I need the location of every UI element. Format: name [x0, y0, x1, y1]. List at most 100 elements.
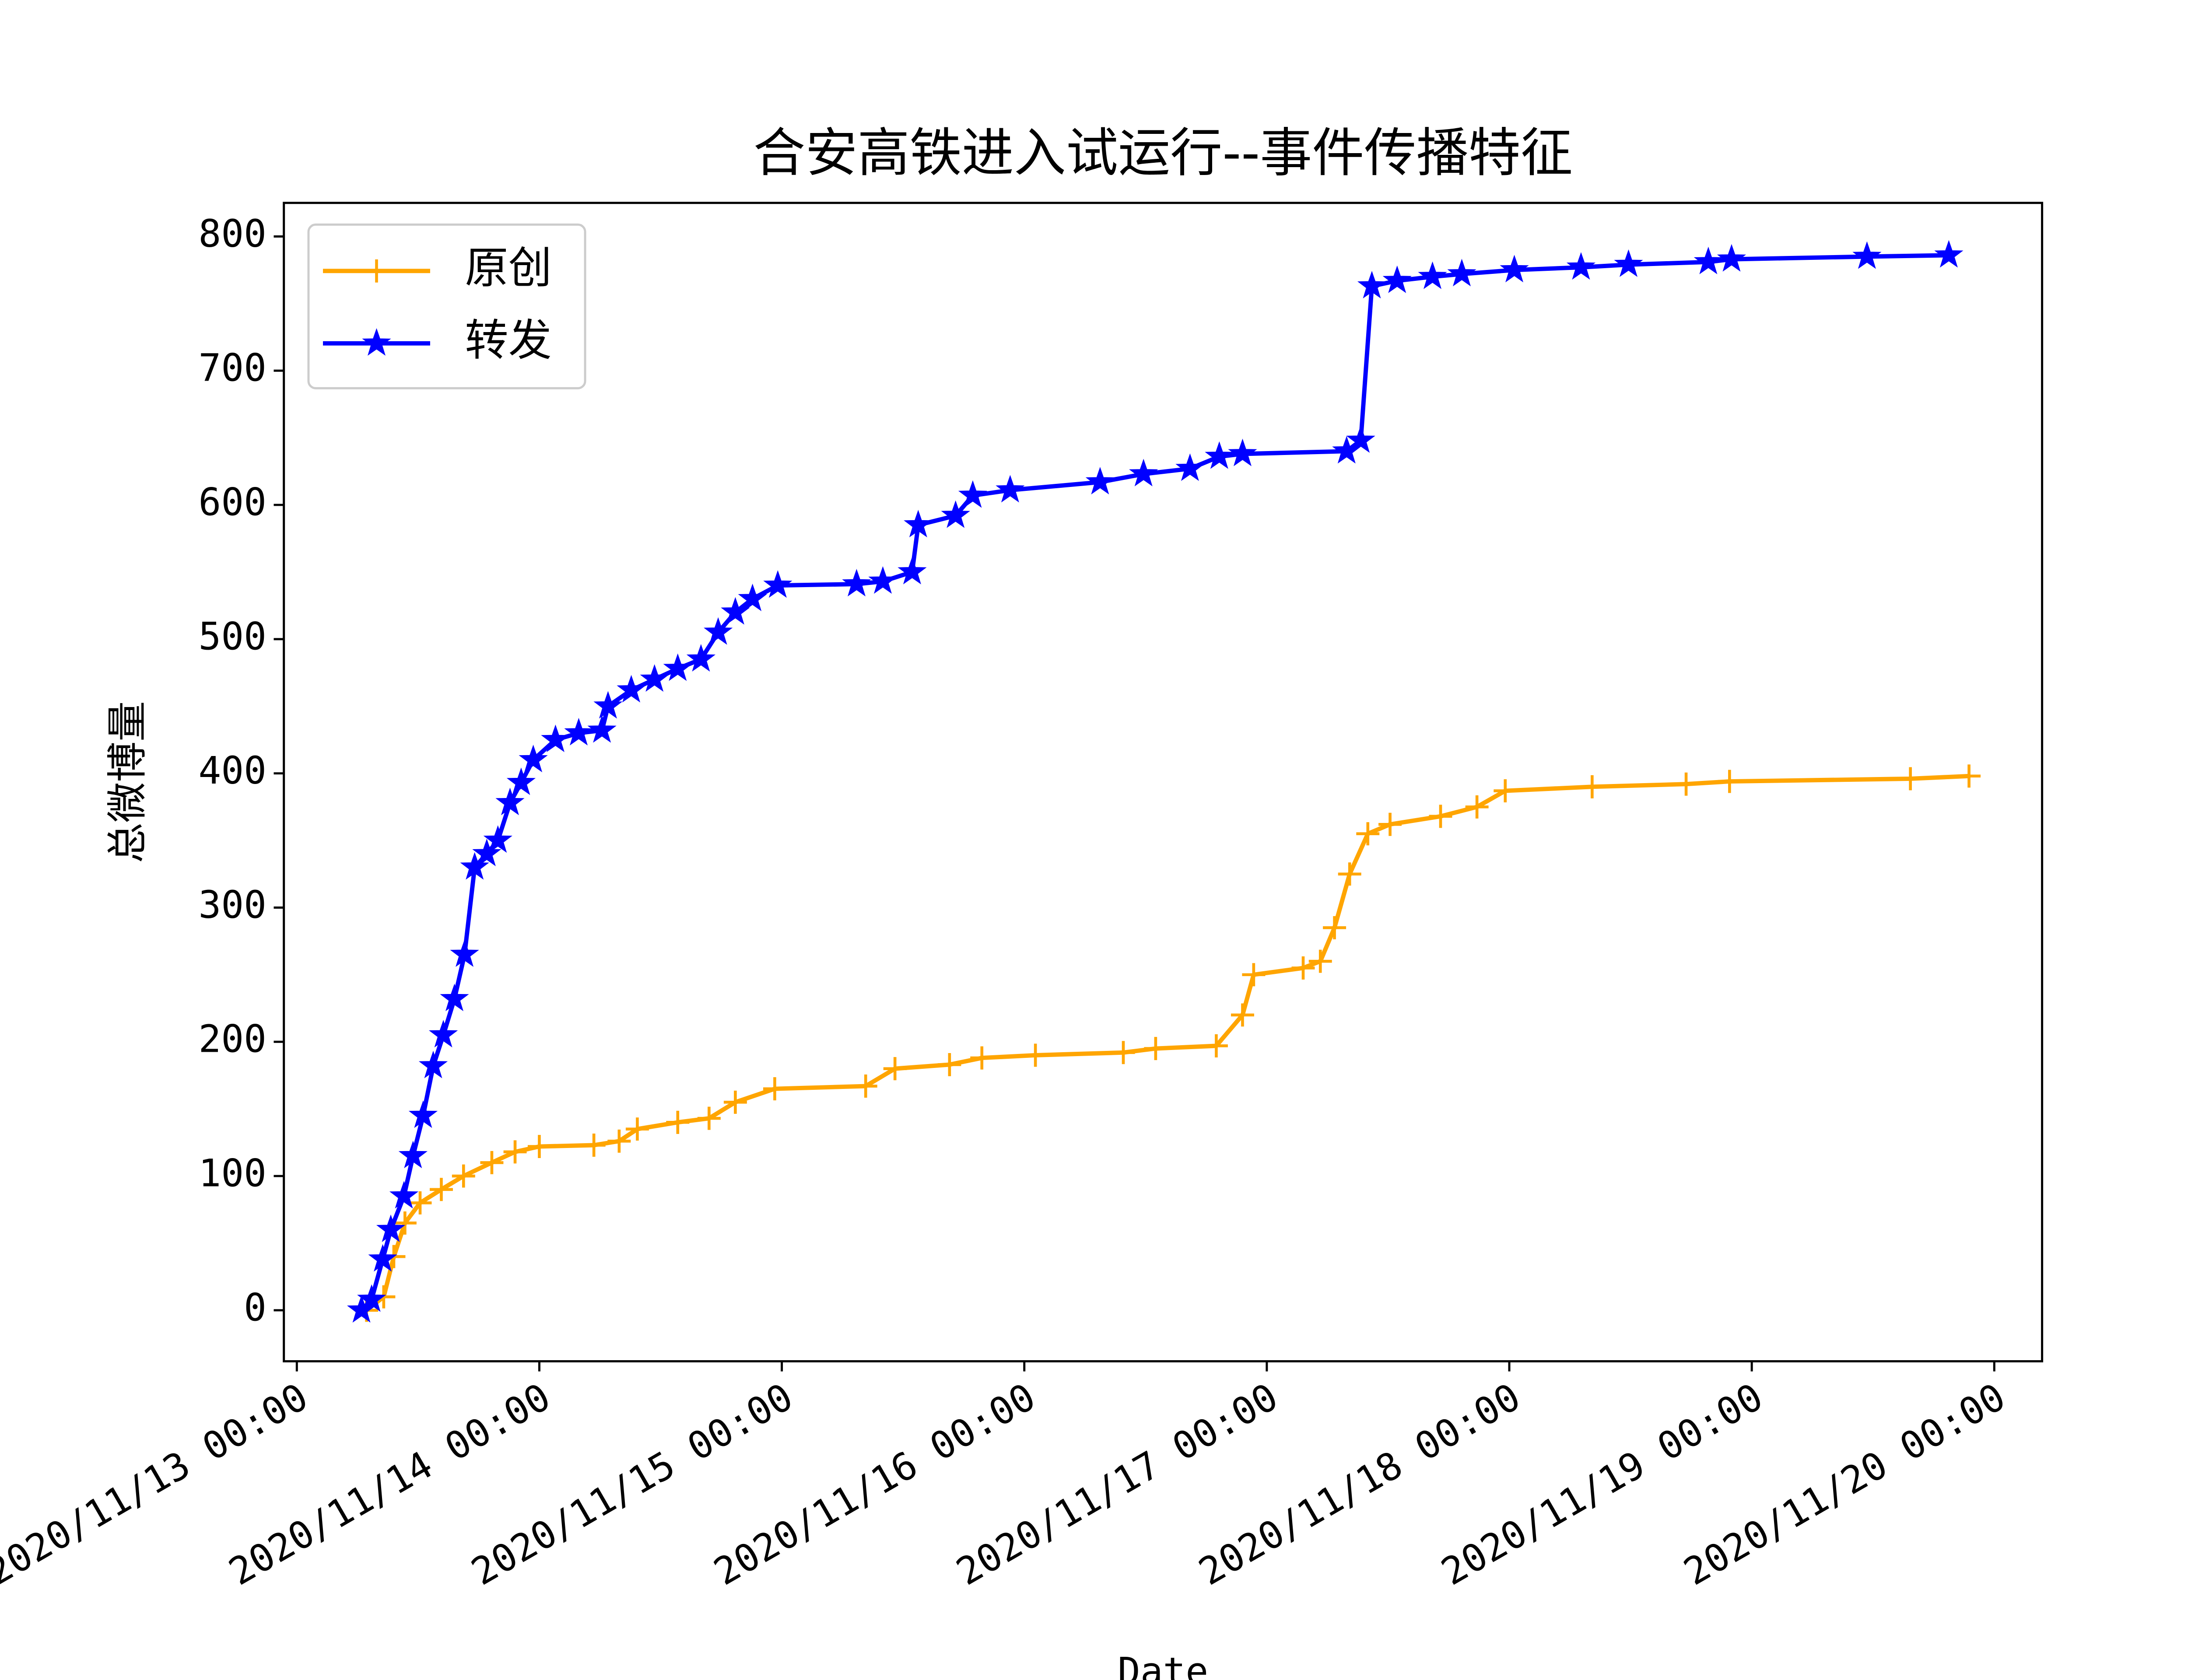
data-point: [663, 653, 692, 681]
y-tick-label: 400: [199, 749, 266, 793]
y-tick-label: 0: [244, 1286, 266, 1330]
data-point: [428, 1020, 458, 1048]
y-tick-label: 300: [199, 883, 266, 927]
data-point: [1129, 458, 1158, 486]
data-point: [582, 1134, 606, 1157]
data-point: [368, 1244, 397, 1272]
data-point: [1566, 252, 1596, 280]
data-point: [519, 745, 548, 773]
y-axis-label: 总微博量: [104, 701, 151, 863]
data-point: [1418, 261, 1447, 289]
data-point: [483, 825, 512, 853]
data-point: [763, 570, 792, 598]
data-point: [1291, 956, 1315, 980]
legend-label: 原创: [465, 243, 552, 294]
data-point: [460, 852, 489, 880]
data-point: [440, 984, 469, 1012]
data-point: [1085, 467, 1115, 495]
y-tick-label: 500: [199, 615, 266, 658]
data-point: [503, 1140, 527, 1164]
plot-frame: [283, 202, 2044, 1362]
data-point: [1228, 438, 1257, 466]
data-point: [898, 556, 927, 584]
data-point: [868, 566, 898, 594]
data-point: [1957, 764, 1981, 788]
data-point: [527, 1135, 551, 1158]
data-point: [408, 1100, 438, 1128]
data-point: [970, 1046, 994, 1070]
data-point: [1717, 244, 1746, 272]
data-point: [686, 644, 716, 672]
data-point: [1242, 963, 1266, 987]
chart-title: 合安高铁进入试运行--事件传播特征: [753, 123, 1573, 184]
data-point: [1694, 246, 1723, 274]
data-point: [883, 1057, 907, 1081]
data-point: [1175, 453, 1205, 481]
data-point: [1852, 241, 1882, 269]
x-axis-label: Date: [1118, 1650, 1208, 1680]
data-point: [506, 767, 536, 795]
series-line: [365, 774, 1969, 1312]
data-point: [1112, 1041, 1135, 1064]
y-tick-label: 600: [199, 481, 266, 525]
data-point: [398, 1141, 428, 1169]
data-point: [1580, 775, 1604, 798]
legend-marker: [362, 328, 391, 356]
data-point: [1899, 767, 1922, 791]
data-point: [1378, 812, 1402, 836]
data-point: [389, 1181, 419, 1209]
data-point: [1382, 265, 1412, 293]
data-point: [1346, 425, 1375, 453]
data-point: [1205, 441, 1234, 469]
data-point: [495, 788, 525, 816]
data-point: [472, 838, 501, 866]
data-point: [958, 480, 988, 508]
data-point: [408, 1191, 432, 1214]
data-point: [941, 500, 970, 528]
data-point: [704, 617, 733, 645]
data-point: [854, 1074, 877, 1098]
data-point: [1323, 916, 1346, 939]
data-point: [1144, 1037, 1168, 1060]
data-point: [1614, 249, 1643, 277]
data-point: [1465, 795, 1489, 819]
data-point: [996, 475, 1025, 503]
data-point: [1357, 271, 1387, 299]
data-point: [587, 715, 617, 743]
data-point: [1674, 772, 1698, 796]
y-tick-label: 800: [199, 212, 266, 256]
data-point: [607, 1129, 631, 1153]
y-tick-label: 200: [199, 1018, 266, 1061]
data-point: [541, 724, 570, 752]
data-point: [1338, 862, 1361, 886]
data-point: [625, 1117, 649, 1141]
data-point: [452, 1164, 475, 1188]
data-point: [376, 1214, 406, 1242]
data-point: [904, 510, 933, 538]
data-point: [1447, 259, 1476, 287]
data-point: [666, 1110, 690, 1134]
data-point: [1500, 255, 1529, 283]
legend-marker: [365, 259, 388, 283]
data-point: [763, 1077, 786, 1101]
data-point: [697, 1106, 721, 1130]
data-point: [357, 1284, 386, 1312]
data-point: [418, 1050, 448, 1078]
data-point: [1429, 805, 1452, 828]
data-point: [738, 583, 767, 612]
data-point: [842, 569, 871, 597]
data-point: [1231, 1003, 1254, 1027]
legend-label: 转发: [465, 315, 552, 366]
data-point: [938, 1053, 961, 1076]
data-point: [593, 691, 623, 719]
data-point: [617, 675, 646, 703]
data-point: [1204, 1034, 1228, 1057]
data-point: [1934, 240, 1964, 268]
data-point: [1308, 949, 1332, 973]
data-point: [393, 1211, 417, 1235]
data-point: [1356, 822, 1380, 846]
data-point: [1024, 1043, 1047, 1067]
y-tick-label: 700: [199, 346, 266, 390]
